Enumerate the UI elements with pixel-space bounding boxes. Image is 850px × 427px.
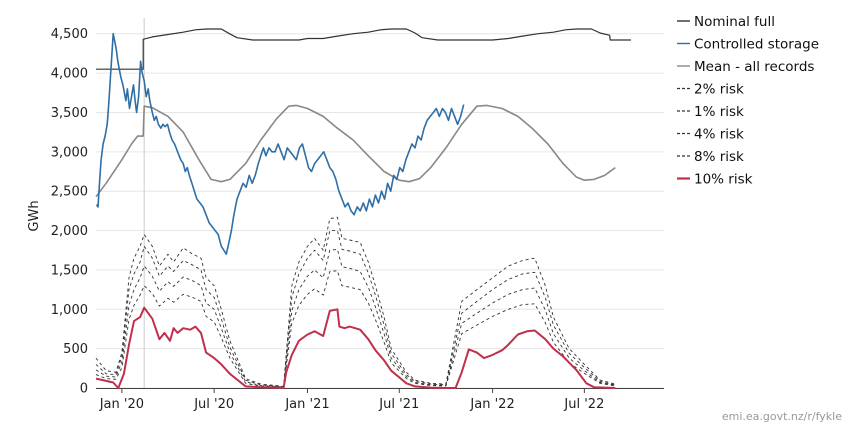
y-tick-label: 0 bbox=[80, 382, 88, 397]
legend-item[interactable]: 10% risk bbox=[677, 171, 753, 187]
y-tick-label: 500 bbox=[63, 342, 88, 357]
x-tick-label: Jul '22 bbox=[563, 397, 604, 412]
y-axis-label: GWh bbox=[27, 200, 42, 231]
y-tick-label: 1,500 bbox=[51, 263, 88, 278]
legend[interactable]: Nominal full Controlled storage Mean - all… bbox=[677, 14, 819, 188]
series-line-10-risk bbox=[95, 306, 616, 389]
x-tick-label: Jul '21 bbox=[378, 397, 419, 412]
series-line-mean-all-records bbox=[95, 104, 616, 198]
legend-label: Nominal full bbox=[694, 14, 775, 30]
legend-label: 8% risk bbox=[694, 149, 744, 165]
y-tick-label: 2,000 bbox=[51, 224, 88, 239]
y-axis-ticks: 0 500 1,000 1,500 2,000 2,500 3,000 3,500 4,000 4… bbox=[51, 27, 88, 396]
legend-label: 1% risk bbox=[694, 104, 744, 120]
legend-item[interactable]: Nominal full bbox=[677, 14, 775, 30]
legend-label: 2% risk bbox=[694, 81, 744, 97]
y-tick-label: 4,000 bbox=[51, 67, 88, 82]
y-tick-label: 3,500 bbox=[51, 106, 88, 121]
y-tick-label: 3,000 bbox=[51, 145, 88, 160]
series-line-8-risk bbox=[95, 270, 616, 388]
series-line-controlled-storage bbox=[95, 32, 465, 255]
x-tick-label: Jan '21 bbox=[284, 397, 329, 412]
legend-label: 4% risk bbox=[694, 126, 744, 142]
y-tick-label: 1,000 bbox=[51, 303, 88, 318]
legend-item[interactable]: 2% risk bbox=[677, 81, 744, 97]
series-line-1-risk bbox=[95, 230, 616, 388]
legend-label: Mean - all records bbox=[694, 59, 814, 75]
credit-link[interactable]: emi.ea.govt.nz/r/fykle bbox=[721, 410, 842, 423]
x-tick-label: Jan '22 bbox=[469, 397, 514, 412]
series-line-2-risk bbox=[95, 216, 616, 387]
legend-item[interactable]: 8% risk bbox=[677, 149, 744, 165]
series-line-4-risk bbox=[95, 248, 616, 388]
legend-item[interactable]: 4% risk bbox=[677, 126, 744, 142]
legend-item[interactable]: 1% risk bbox=[677, 104, 744, 120]
legend-label: 10% risk bbox=[694, 171, 753, 187]
x-tick-label: Jan '20 bbox=[99, 397, 144, 412]
legend-item[interactable]: Mean - all records bbox=[677, 59, 814, 75]
series-line-nominal-full bbox=[96, 28, 631, 70]
series-lines bbox=[95, 28, 631, 389]
y-tick-label: 4,500 bbox=[51, 27, 88, 42]
gridlines bbox=[96, 33, 664, 389]
legend-label: Controlled storage bbox=[694, 36, 819, 52]
legend-item[interactable]: Controlled storage bbox=[677, 36, 819, 52]
x-tick-label: Jul '20 bbox=[193, 397, 234, 412]
x-axis-ticks: Jan '20 Jul '20 Jan '21 Jul '21 Jan '22 Jul '… bbox=[99, 388, 604, 412]
y-tick-label: 2,500 bbox=[51, 185, 88, 200]
